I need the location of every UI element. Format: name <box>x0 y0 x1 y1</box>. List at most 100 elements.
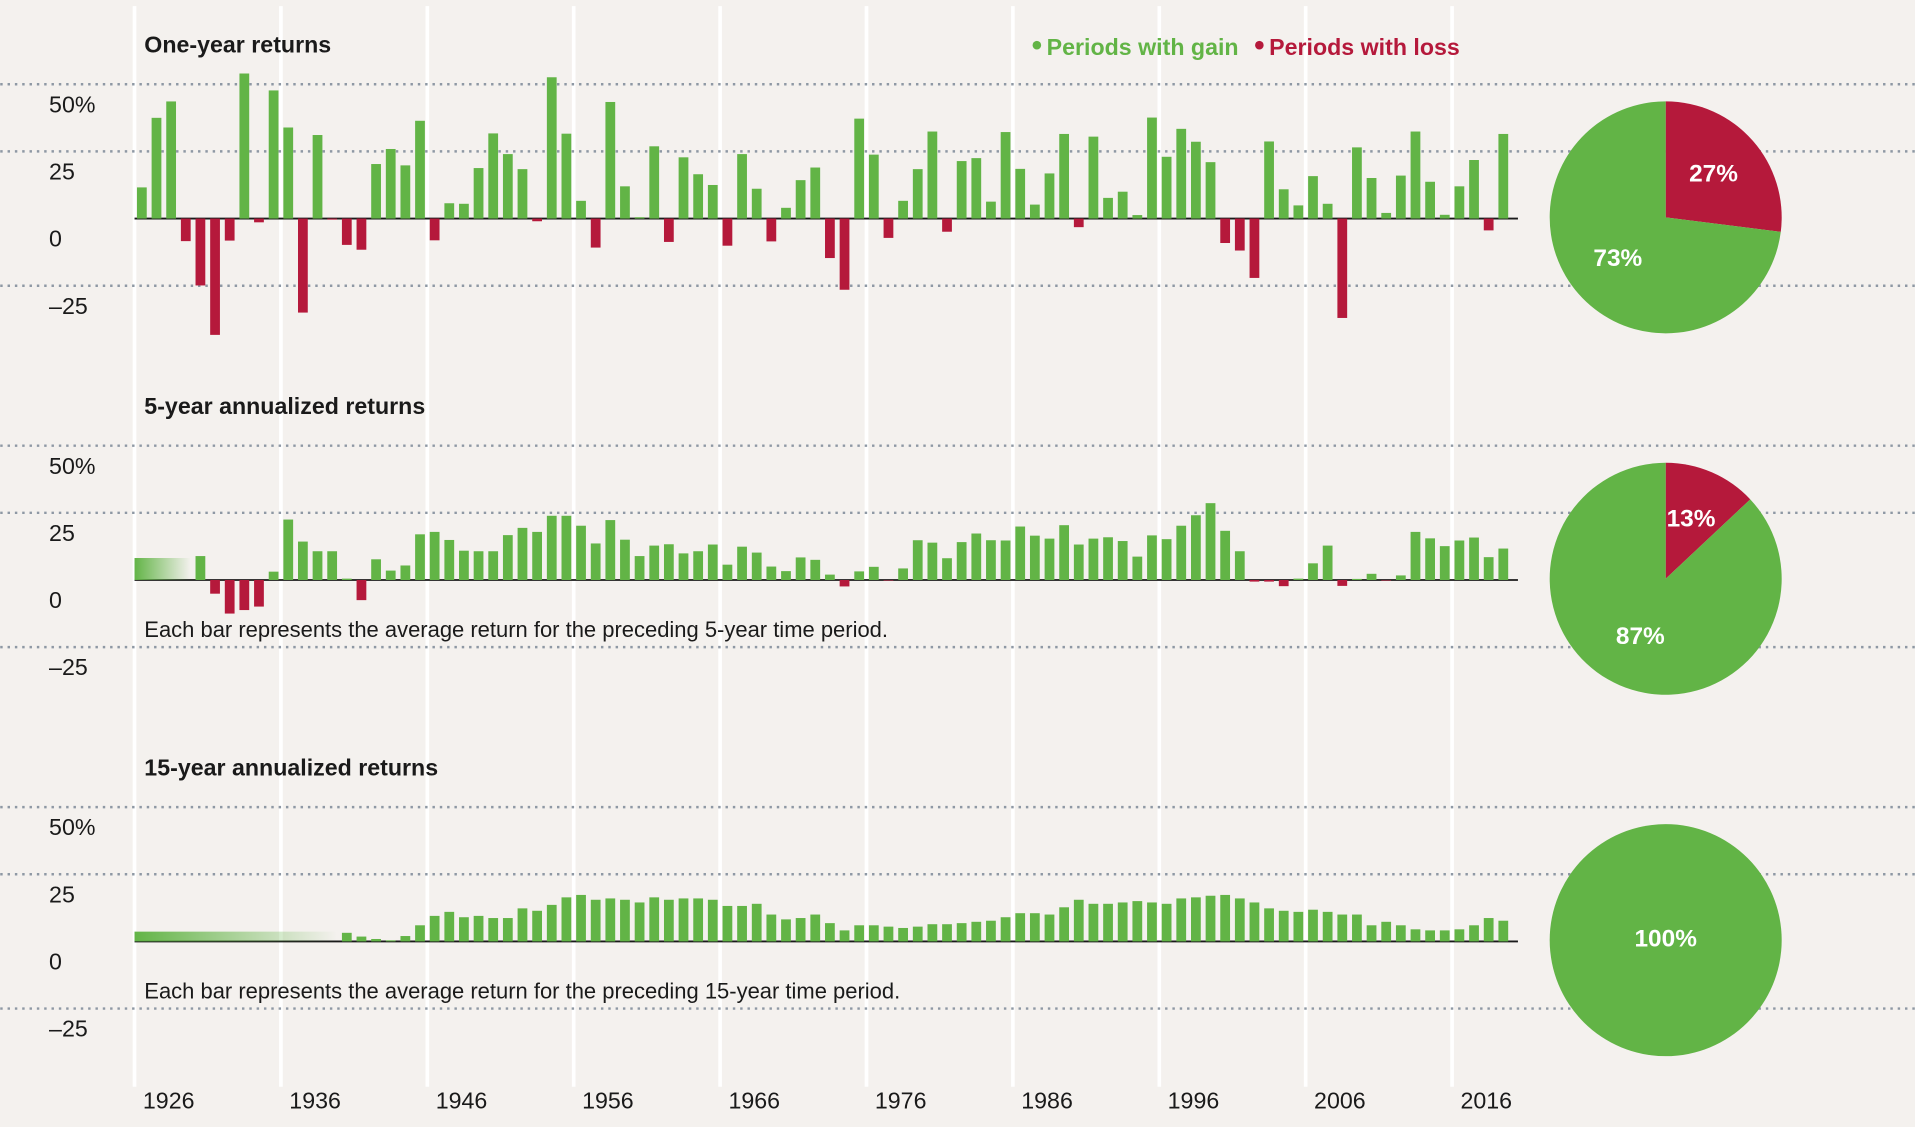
bar <box>561 897 572 942</box>
bar <box>532 218 542 222</box>
x-tick-label: 1946 <box>436 1088 488 1114</box>
bar <box>1029 535 1040 580</box>
bar <box>195 218 206 286</box>
bar <box>825 218 835 259</box>
bar <box>1381 212 1392 219</box>
bar <box>1308 176 1318 219</box>
bar <box>810 559 821 580</box>
x-tick-label: 1976 <box>875 1088 927 1114</box>
bar <box>1059 907 1070 942</box>
bar <box>488 918 499 942</box>
x-tick-label: 1986 <box>1021 1088 1073 1114</box>
bar <box>707 899 718 942</box>
bar <box>1088 136 1099 219</box>
bar <box>1352 147 1362 219</box>
bar <box>868 925 879 942</box>
bar <box>400 565 411 580</box>
bar <box>459 917 469 942</box>
legend-marker <box>1032 40 1042 50</box>
bar <box>986 920 996 942</box>
bar <box>444 911 455 942</box>
bar <box>722 218 733 246</box>
bar <box>473 915 484 942</box>
bar <box>1103 537 1113 580</box>
bar <box>195 556 206 580</box>
bar <box>825 574 835 580</box>
bar <box>781 571 791 580</box>
bar <box>1410 929 1421 942</box>
bar <box>576 525 586 580</box>
bar <box>868 566 879 580</box>
panel-note: Each bar represents the average return f… <box>144 978 900 1003</box>
bar <box>620 186 630 219</box>
pie-label: 100% <box>1634 926 1697 953</box>
bar <box>986 201 996 219</box>
bar <box>1073 899 1084 942</box>
bar <box>898 200 908 219</box>
bar <box>810 167 821 219</box>
y-tick-label: –25 <box>49 654 88 680</box>
bar <box>459 203 469 219</box>
panel-title: One-year returns <box>144 32 331 58</box>
bar <box>1439 930 1450 942</box>
bar <box>620 899 630 942</box>
bar <box>136 187 147 219</box>
bar <box>151 117 162 219</box>
bar <box>649 146 660 219</box>
bar <box>1425 538 1435 580</box>
pie-label: 27% <box>1689 161 1738 188</box>
bar <box>298 541 308 580</box>
y-tick-label: 50% <box>49 814 95 840</box>
bar <box>429 531 440 580</box>
bar <box>1249 579 1260 582</box>
bar <box>649 897 660 942</box>
bar <box>1190 141 1201 219</box>
y-tick-label: –25 <box>49 293 88 319</box>
bar <box>444 203 455 219</box>
bar <box>1439 546 1450 580</box>
bar <box>986 540 996 580</box>
bar <box>546 515 557 580</box>
bar <box>795 557 806 580</box>
bar <box>590 543 601 580</box>
bar <box>605 520 616 580</box>
y-tick-label: 50% <box>49 91 95 117</box>
bar <box>1176 898 1187 942</box>
bar <box>400 936 411 942</box>
bar <box>751 552 762 580</box>
bar <box>707 544 718 580</box>
bar <box>502 154 513 219</box>
bar <box>1000 540 1011 580</box>
bar <box>327 218 338 220</box>
bar <box>1234 218 1245 251</box>
bar <box>883 926 894 942</box>
bar <box>239 579 250 611</box>
bar <box>1220 218 1231 244</box>
bar <box>927 542 938 580</box>
bar <box>1132 901 1143 942</box>
bar <box>385 570 396 580</box>
legend-label: Periods with loss <box>1269 34 1460 60</box>
bar <box>1205 503 1216 580</box>
bar <box>415 534 425 580</box>
bar <box>517 908 528 942</box>
bar <box>1308 909 1318 942</box>
bar <box>605 101 616 219</box>
bar <box>1103 197 1113 219</box>
y-tick-label: 25 <box>49 159 75 185</box>
bar <box>1366 573 1377 580</box>
bar <box>1395 175 1406 219</box>
bar <box>327 551 338 580</box>
bar <box>898 568 908 580</box>
x-tick-label: 1966 <box>728 1088 780 1114</box>
bar <box>1015 526 1026 580</box>
bar <box>634 217 645 219</box>
bar <box>502 918 513 942</box>
bar <box>1088 538 1099 580</box>
bar <box>971 921 982 942</box>
bar <box>634 902 645 942</box>
bar <box>1234 551 1245 580</box>
bar <box>429 218 440 241</box>
bar <box>1483 218 1494 231</box>
bar <box>371 164 381 219</box>
